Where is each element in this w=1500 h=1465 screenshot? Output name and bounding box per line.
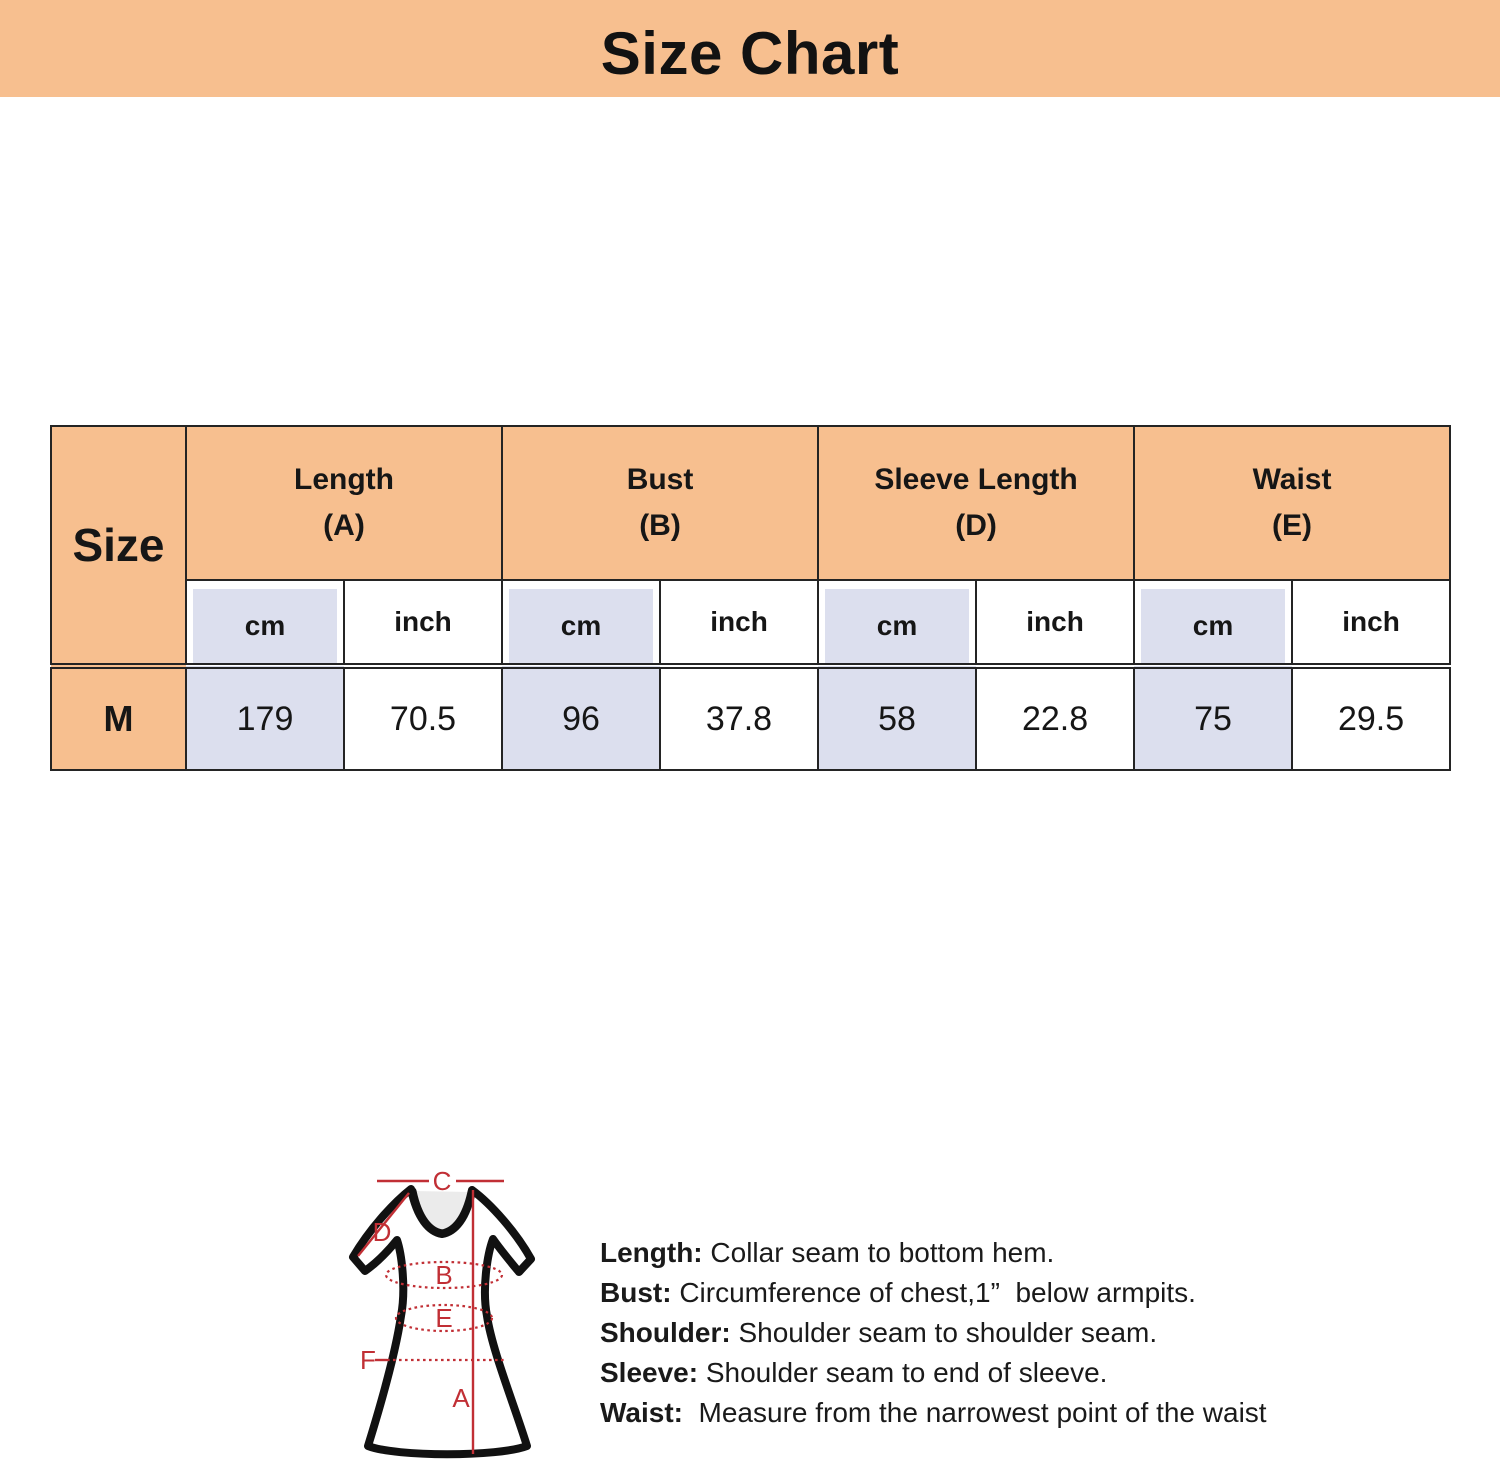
column-header-waist-code: (E)	[1272, 509, 1313, 542]
note-sleeve-text: Shoulder seam to end of sleeve.	[698, 1357, 1108, 1388]
title-bar: Size Chart	[0, 0, 1500, 97]
unit-header-sleeve-inch: inch	[975, 579, 1136, 667]
value-length-inch: 70.5	[342, 663, 504, 771]
size-table: Size Length (A) Bust (B) Sleeve Length (…	[50, 425, 1452, 771]
page-title: Size Chart	[600, 20, 900, 87]
collar-line	[409, 1187, 475, 1237]
column-header-sleeve-length-code: (D)	[955, 509, 997, 542]
note-bust: Bust: Circumference of chest,1” below ar…	[600, 1273, 1267, 1313]
note-bust-label: Bust:	[600, 1277, 672, 1308]
measure-line-d	[357, 1192, 410, 1257]
column-header-waist: Waist (E)	[1133, 425, 1452, 581]
note-sleeve-label: Sleeve:	[600, 1357, 699, 1388]
value-bust-inch: 37.8	[659, 663, 820, 771]
unit-header-waist-cm: cm	[1133, 579, 1294, 667]
column-header-length-code: (A)	[323, 509, 365, 542]
diagram-label-e: E	[435, 1303, 452, 1333]
unit-header-sleeve-cm: cm	[817, 579, 978, 667]
note-waist-text: Measure from the narrowest point of the …	[682, 1397, 1267, 1428]
note-bust-text: Circumference of chest,1” below armpits.	[671, 1277, 1196, 1308]
table-units-row: cm inch cm inch cm inch cm inch	[51, 579, 1452, 667]
unit-header-length-inch: inch	[342, 579, 504, 667]
value-bust-cm: 96	[501, 663, 662, 771]
diagram-label-d: D	[373, 1217, 392, 1247]
note-shoulder-text: Shoulder seam to shoulder seam.	[730, 1317, 1158, 1348]
unit-header-bust-inch: inch	[659, 579, 820, 667]
column-header-bust-code: (B)	[639, 509, 681, 542]
value-waist-cm: 75	[1133, 663, 1294, 771]
note-length: Length: Collar seam to bottom hem.	[600, 1233, 1267, 1273]
diagram-label-f: F	[360, 1345, 376, 1375]
note-sleeve: Sleeve: Shoulder seam to end of sleeve.	[600, 1353, 1267, 1393]
unit-header-waist-inch: inch	[1291, 579, 1452, 667]
column-header-bust-name: Bust	[626, 463, 694, 496]
column-header-sleeve-length-name: Sleeve Length	[874, 463, 1078, 496]
note-waist-label: Waist:	[600, 1397, 683, 1428]
table-row-size-m: M 179 70.5 96 37.8 58 22.8 75 29.5	[50, 663, 1452, 771]
size-value: M	[50, 663, 187, 771]
column-header-length: Length (A)	[184, 425, 504, 581]
value-sleeve-cm: 58	[817, 663, 978, 771]
measurement-notes: Length: Collar seam to bottom hem. Bust:…	[600, 1233, 1267, 1433]
note-waist: Waist: Measure from the narrowest point …	[600, 1393, 1267, 1433]
dress-measurement-diagram: C D B E F A	[349, 1166, 535, 1459]
note-length-label: Length:	[600, 1237, 703, 1268]
column-header-sleeve-length: Sleeve Length (D)	[817, 425, 1136, 581]
unit-header-bust-cm: cm	[501, 579, 662, 667]
column-header-bust: Bust (B)	[501, 425, 820, 581]
unit-header-length-cm: cm	[185, 579, 345, 667]
value-waist-inch: 29.5	[1291, 663, 1452, 771]
measure-ellipse-b	[384, 1260, 504, 1290]
value-length-cm: 179	[185, 663, 345, 771]
diagram-label-b: B	[435, 1260, 452, 1290]
table-header-row: Size Length (A) Bust (B) Sleeve Length (…	[50, 425, 1452, 667]
diagram-label-a: A	[452, 1383, 470, 1413]
dress-outline	[349, 1185, 535, 1459]
value-sleeve-inch: 22.8	[975, 663, 1136, 771]
size-column-header: Size	[50, 425, 187, 667]
note-shoulder: Shoulder: Shoulder seam to shoulder seam…	[600, 1313, 1267, 1353]
note-shoulder-label: Shoulder:	[600, 1317, 731, 1348]
note-length-text: Collar seam to bottom hem.	[702, 1237, 1055, 1268]
column-header-length-name: Length	[294, 463, 394, 496]
measure-ellipse-e	[394, 1303, 494, 1333]
column-header-waist-name: Waist	[1252, 463, 1332, 496]
diagram-label-c: C	[433, 1166, 452, 1196]
